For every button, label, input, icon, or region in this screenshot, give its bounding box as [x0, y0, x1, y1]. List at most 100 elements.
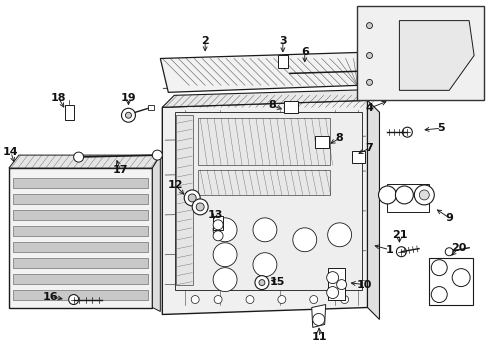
Circle shape	[254, 276, 268, 289]
Polygon shape	[386, 184, 428, 212]
Circle shape	[68, 294, 79, 305]
Bar	[314, 136, 328, 148]
Polygon shape	[162, 89, 379, 107]
Bar	[351, 151, 364, 163]
Polygon shape	[327, 268, 344, 300]
Text: 12: 12	[167, 180, 183, 190]
Circle shape	[396, 247, 406, 257]
Circle shape	[444, 248, 452, 256]
Polygon shape	[152, 155, 160, 311]
Circle shape	[277, 296, 285, 303]
Polygon shape	[9, 155, 160, 168]
Circle shape	[184, 190, 200, 206]
Circle shape	[121, 108, 135, 122]
Circle shape	[252, 253, 276, 276]
Text: 8: 8	[335, 133, 343, 143]
Text: 9: 9	[445, 213, 452, 223]
Polygon shape	[367, 100, 379, 319]
Bar	[13, 178, 148, 188]
Text: 7: 7	[365, 143, 373, 153]
Circle shape	[340, 296, 348, 303]
Circle shape	[196, 203, 203, 211]
Bar	[13, 258, 148, 268]
Bar	[283, 101, 297, 113]
Circle shape	[327, 223, 351, 247]
Circle shape	[402, 127, 411, 137]
Bar	[64, 105, 74, 120]
Circle shape	[74, 152, 83, 162]
Text: 11: 11	[311, 332, 327, 342]
Circle shape	[252, 218, 276, 242]
Circle shape	[259, 280, 264, 285]
Text: 19: 19	[121, 93, 136, 103]
Text: 3: 3	[279, 36, 286, 46]
Polygon shape	[9, 168, 152, 307]
Circle shape	[430, 287, 447, 302]
Circle shape	[213, 268, 237, 292]
Circle shape	[245, 296, 253, 303]
Circle shape	[362, 49, 376, 62]
Polygon shape	[311, 305, 325, 328]
Circle shape	[326, 287, 338, 298]
Polygon shape	[399, 21, 473, 90]
Polygon shape	[198, 170, 329, 195]
Polygon shape	[198, 118, 329, 165]
Polygon shape	[428, 258, 472, 305]
Circle shape	[451, 269, 469, 287]
Circle shape	[191, 296, 199, 303]
Bar	[148, 105, 154, 110]
Bar	[13, 226, 148, 236]
Circle shape	[366, 23, 372, 28]
Polygon shape	[162, 100, 367, 315]
Text: 20: 20	[450, 243, 466, 253]
Circle shape	[309, 296, 317, 303]
Bar	[277, 55, 287, 68]
Polygon shape	[176, 115, 193, 285]
Bar	[213, 216, 223, 230]
Bar	[474, 30, 482, 41]
Polygon shape	[160, 53, 357, 92]
Bar	[13, 274, 148, 284]
Text: 8: 8	[267, 100, 275, 110]
Text: 17: 17	[113, 165, 128, 175]
Circle shape	[362, 19, 376, 32]
Circle shape	[413, 185, 433, 205]
Text: 13: 13	[207, 210, 223, 220]
Circle shape	[366, 53, 372, 58]
Text: 21: 21	[391, 230, 407, 240]
Circle shape	[188, 194, 196, 202]
Circle shape	[419, 190, 428, 200]
Circle shape	[125, 112, 131, 118]
Bar	[356, 6, 483, 100]
Text: 14: 14	[3, 147, 19, 157]
Circle shape	[213, 220, 223, 230]
Bar	[175, 112, 361, 289]
Text: 4: 4	[365, 103, 373, 113]
Text: 10: 10	[356, 280, 371, 289]
Circle shape	[213, 231, 223, 241]
Text: 2: 2	[201, 36, 208, 46]
Circle shape	[362, 75, 376, 89]
Circle shape	[395, 186, 412, 204]
Circle shape	[152, 150, 162, 160]
Bar	[13, 289, 148, 300]
Bar	[386, 186, 405, 204]
Text: 5: 5	[437, 123, 444, 133]
Circle shape	[192, 199, 208, 215]
Circle shape	[312, 314, 324, 325]
Circle shape	[326, 272, 338, 284]
Circle shape	[430, 260, 447, 276]
Bar	[13, 194, 148, 204]
Circle shape	[378, 186, 396, 204]
Circle shape	[213, 243, 237, 267]
Circle shape	[213, 218, 237, 242]
Circle shape	[366, 80, 372, 85]
Circle shape	[214, 296, 222, 303]
Text: 15: 15	[270, 276, 285, 287]
Text: 6: 6	[300, 48, 308, 58]
Text: 1: 1	[385, 245, 392, 255]
Bar	[13, 242, 148, 252]
Bar	[474, 69, 482, 81]
Circle shape	[336, 280, 346, 289]
Circle shape	[292, 228, 316, 252]
